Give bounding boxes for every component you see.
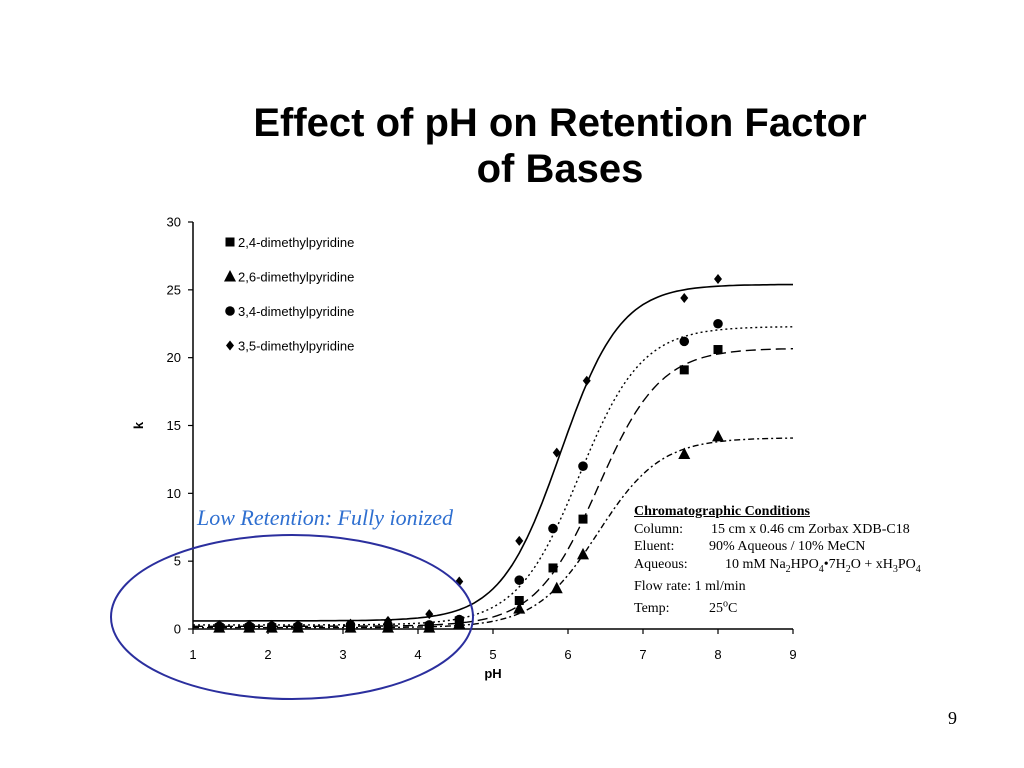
data-point bbox=[384, 615, 392, 626]
data-point bbox=[514, 575, 525, 585]
legend-marker bbox=[225, 306, 235, 316]
data-point bbox=[424, 620, 435, 630]
condition-temp: Temp: 25oC bbox=[634, 596, 921, 618]
column-value: 15 cm x 0.46 cm Zorbax XDB-C18 bbox=[711, 521, 910, 537]
low-retention-annotation: Low Retention: Fully ionized bbox=[197, 505, 454, 530]
fit-curve bbox=[193, 437, 793, 629]
y-tick-label: 30 bbox=[167, 215, 181, 230]
data-point bbox=[346, 618, 355, 629]
data-point bbox=[514, 596, 524, 606]
column-label: Column: bbox=[634, 521, 684, 537]
title-line-2: of Bases bbox=[476, 147, 644, 191]
data-points bbox=[213, 273, 724, 633]
data-point bbox=[679, 365, 689, 375]
data-point bbox=[215, 619, 224, 630]
legend-marker bbox=[224, 270, 236, 282]
conditions-heading: Chromatographic Conditions bbox=[634, 504, 810, 519]
y-tick-label: 0 bbox=[174, 622, 181, 637]
legend-label: 2,4-dimethylpyridine bbox=[238, 235, 354, 250]
data-point bbox=[513, 602, 526, 614]
data-point bbox=[582, 375, 591, 386]
chart-legend: 2,4-dimethylpyridine 2,6-dimethylpyridine… bbox=[224, 235, 354, 354]
data-point bbox=[454, 614, 465, 625]
data-point bbox=[679, 336, 690, 347]
y-tick-label: 20 bbox=[167, 350, 181, 365]
x-tick-label: 9 bbox=[789, 647, 796, 662]
y-tick-label: 25 bbox=[167, 282, 181, 297]
condition-aqueous: Aqueous: 10 mM Na2HPO4•7H2O + xH3PO4 bbox=[634, 556, 921, 578]
x-tick-label: 2 bbox=[264, 647, 271, 662]
x-tick-label: 8 bbox=[714, 647, 721, 662]
fit-curves bbox=[193, 283, 794, 629]
data-point bbox=[267, 619, 276, 630]
data-point bbox=[552, 447, 561, 458]
data-point bbox=[713, 345, 723, 355]
eluent-value: 90% Aqueous / 10% MeCN bbox=[709, 539, 866, 555]
x-tick-label: 4 bbox=[414, 647, 421, 662]
data-point bbox=[578, 514, 588, 524]
x-tick-label: 3 bbox=[339, 647, 346, 662]
temp-value: 25oC bbox=[709, 598, 738, 617]
data-point bbox=[678, 447, 691, 459]
data-point bbox=[713, 318, 723, 329]
eluent-label: Eluent: bbox=[634, 539, 675, 555]
x-tick-label: 7 bbox=[639, 647, 646, 662]
data-point bbox=[515, 535, 524, 546]
data-point bbox=[714, 273, 722, 284]
fit-curve bbox=[193, 283, 793, 622]
x-axis-label: pH bbox=[484, 666, 501, 681]
x-tick-label: 5 bbox=[489, 647, 496, 662]
fit-curve bbox=[193, 348, 794, 627]
condition-column: Column: 15 cm x 0.46 cm Zorbax XDB-C18 bbox=[634, 521, 921, 539]
chart-axes: 0 5 10 15 20 25 30 1 2 3 4 5 6 7 8 9 pH k bbox=[131, 215, 797, 682]
aqueous-value: 10 mM Na2HPO4•7H2O + xH3PO4 bbox=[725, 556, 921, 575]
data-point bbox=[577, 547, 589, 560]
data-point bbox=[548, 523, 558, 534]
slide-title: Effect of pH on Retention Factor of Base… bbox=[200, 100, 920, 192]
data-point bbox=[548, 563, 558, 573]
temp-label: Temp: bbox=[634, 601, 670, 617]
aqueous-label: Aqueous: bbox=[634, 556, 688, 572]
data-point bbox=[712, 429, 724, 442]
data-point bbox=[578, 461, 588, 472]
y-tick-label: 5 bbox=[174, 554, 181, 569]
data-point bbox=[680, 292, 689, 303]
fit-curve bbox=[193, 326, 793, 626]
condition-flow-rate: Flow rate: 1 ml/min bbox=[634, 579, 746, 595]
title-line-1: Effect of pH on Retention Factor bbox=[253, 101, 867, 145]
condition-eluent: Eluent: 90% Aqueous / 10% MeCN bbox=[634, 538, 921, 556]
low-retention-ellipse bbox=[110, 534, 474, 700]
x-tick-label: 6 bbox=[564, 647, 571, 662]
chromatographic-conditions: Chromatographic Conditions Column: 15 cm … bbox=[634, 503, 921, 618]
legend-label: 3,4-dimethylpyridine bbox=[238, 304, 354, 319]
data-point bbox=[425, 609, 434, 620]
y-tick-label: 10 bbox=[167, 486, 181, 501]
legend-label: 3,5-dimethylpyridine bbox=[238, 339, 354, 354]
data-point bbox=[550, 581, 563, 594]
page-number: 9 bbox=[948, 708, 957, 728]
x-tick-label: 1 bbox=[189, 647, 196, 662]
legend-marker bbox=[226, 340, 234, 351]
y-axis-label: k bbox=[131, 421, 146, 429]
legend-label: 2,6-dimethylpyridine bbox=[238, 270, 354, 285]
legend-marker bbox=[225, 237, 235, 247]
y-tick-label: 15 bbox=[167, 418, 181, 433]
data-point bbox=[294, 619, 302, 630]
data-point bbox=[245, 619, 254, 630]
